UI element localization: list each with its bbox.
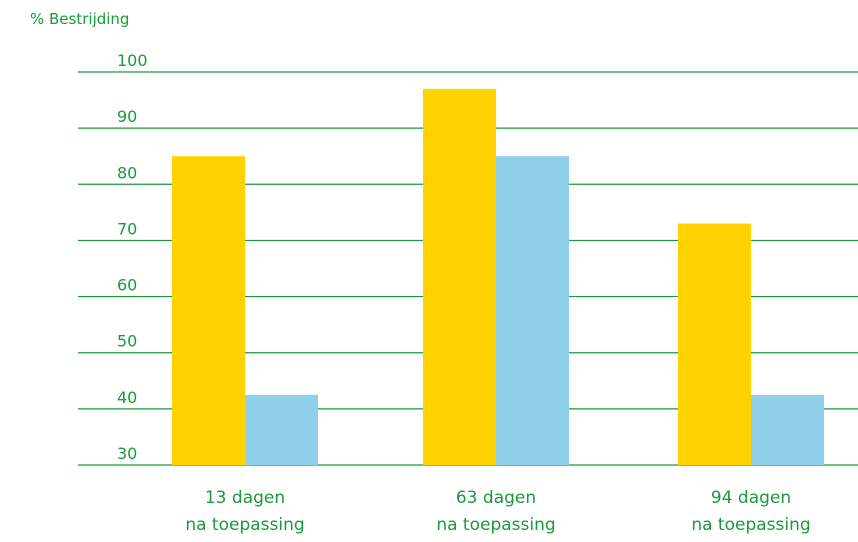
x-category-labels: 13 dagen na toepassing 63 dagen na toepassi… bbox=[185, 488, 810, 535]
y-tick-70: 70 bbox=[117, 219, 137, 238]
y-tick-90: 90 bbox=[117, 107, 137, 126]
x-label-line2-cat1: na toepassing bbox=[185, 515, 304, 535]
x-label-number: 94 bbox=[711, 488, 733, 508]
bar-series1-cat1 bbox=[172, 156, 245, 465]
y-axis-label: % Bestrijding bbox=[30, 10, 129, 28]
y-tick-labels: 30 40 50 60 70 80 90 100 bbox=[117, 51, 148, 463]
x-label-line1-cat3: 94 dagen bbox=[711, 488, 791, 508]
x-label-line1-cat2: 63 dagen bbox=[456, 488, 536, 508]
bar-series2-cat1 bbox=[245, 394, 318, 465]
x-label-line1-cat1: 13 dagen bbox=[205, 488, 285, 508]
y-tick-30: 30 bbox=[117, 444, 137, 463]
x-label-unit: dagen bbox=[227, 488, 286, 508]
x-label-unit: dagen bbox=[478, 488, 537, 508]
y-tick-100: 100 bbox=[117, 51, 148, 70]
x-label-number: 63 bbox=[456, 488, 478, 508]
bar-series2-cat3 bbox=[751, 394, 824, 465]
y-tick-40: 40 bbox=[117, 388, 137, 407]
bar-series2-cat2 bbox=[496, 156, 569, 465]
x-label-unit: dagen bbox=[733, 488, 792, 508]
bar-series1-cat2 bbox=[423, 88, 496, 465]
bars bbox=[172, 88, 824, 465]
x-label-line2-cat3: na toepassing bbox=[691, 515, 810, 535]
x-label-line2-cat2: na toepassing bbox=[436, 515, 555, 535]
y-tick-50: 50 bbox=[117, 332, 137, 351]
x-label-number: 13 bbox=[205, 488, 227, 508]
y-tick-60: 60 bbox=[117, 276, 137, 295]
bar-series1-cat3 bbox=[678, 223, 751, 465]
y-tick-80: 80 bbox=[117, 163, 137, 182]
